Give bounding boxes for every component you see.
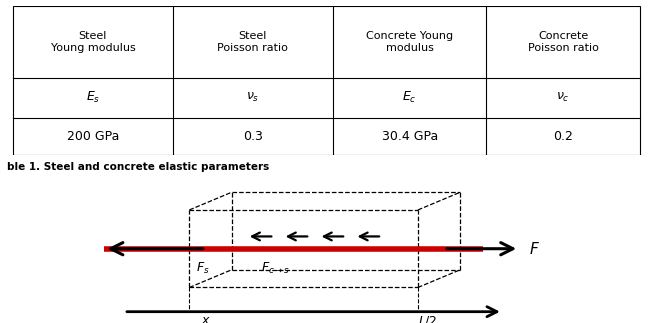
Text: $\nu_c$: $\nu_c$ <box>556 91 570 104</box>
Text: $E_c$: $E_c$ <box>402 90 417 105</box>
Text: ble 1. Steel and concrete elastic parameters: ble 1. Steel and concrete elastic parame… <box>7 162 269 172</box>
Text: Concrete Young
modulus: Concrete Young modulus <box>366 31 453 53</box>
Text: 0.2: 0.2 <box>553 130 573 143</box>
Text: 200 GPa: 200 GPa <box>67 130 119 143</box>
Text: 0.3: 0.3 <box>243 130 263 143</box>
Text: $\nu_s$: $\nu_s$ <box>246 91 260 104</box>
Text: $x$: $x$ <box>200 314 211 323</box>
Text: $F_{c\rightarrow s}$: $F_{c\rightarrow s}$ <box>261 261 291 276</box>
Text: Steel
Poisson ratio: Steel Poisson ratio <box>217 31 289 53</box>
Text: $F$: $F$ <box>529 241 540 257</box>
Text: $E_s$: $E_s$ <box>86 90 100 105</box>
Text: 30.4 GPa: 30.4 GPa <box>381 130 438 143</box>
Text: $F_s$: $F_s$ <box>196 261 210 276</box>
Text: Steel
Young modulus: Steel Young modulus <box>50 31 135 53</box>
Text: Concrete
Poisson ratio: Concrete Poisson ratio <box>528 31 599 53</box>
Text: $L/2$: $L/2$ <box>418 314 438 323</box>
